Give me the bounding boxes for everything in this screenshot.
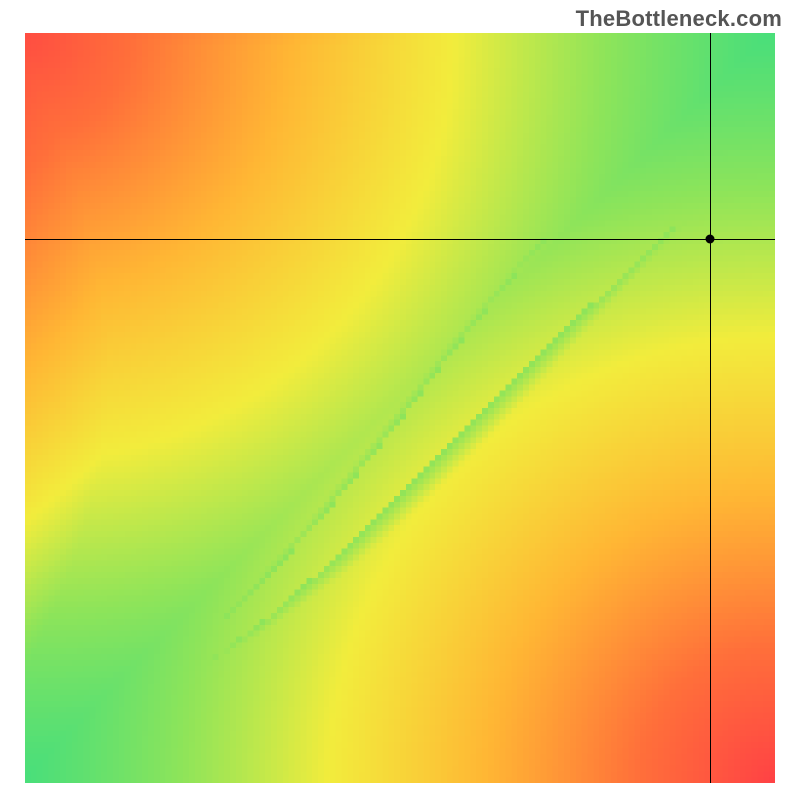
bottleneck-heatmap <box>25 33 775 783</box>
watermark-text: TheBottleneck.com <box>576 6 782 32</box>
crosshair-vertical <box>710 33 711 783</box>
marker-dot <box>705 235 714 244</box>
chart-container: { "watermark": { "text": "TheBottleneck.… <box>0 0 800 800</box>
crosshair-horizontal <box>25 239 775 240</box>
